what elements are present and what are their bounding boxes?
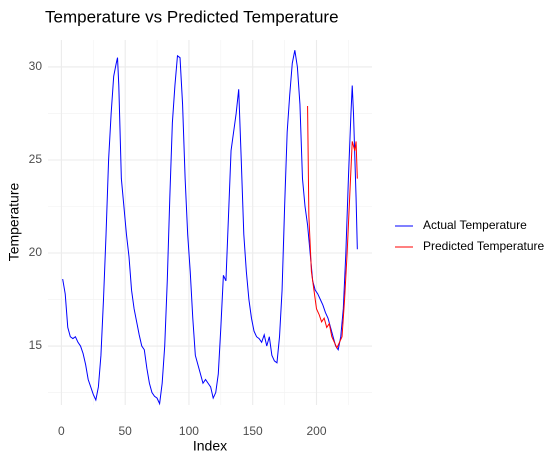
y-tick-label: 15 bbox=[29, 338, 43, 352]
legend-label: Predicted Temperature bbox=[423, 239, 545, 253]
line bbox=[307, 106, 358, 350]
line bbox=[62, 50, 358, 406]
x-tick-label: 150 bbox=[243, 424, 263, 438]
x-tick-label: 50 bbox=[118, 424, 132, 438]
y-tick-label: 25 bbox=[29, 152, 43, 166]
legend-label: Actual Temperature bbox=[423, 218, 527, 232]
y-axis-title: Temperature bbox=[6, 182, 22, 261]
chart-title: Temperature vs Predicted Temperature bbox=[45, 7, 339, 26]
x-tick-label: 0 bbox=[58, 424, 65, 438]
x-axis-title: Index bbox=[193, 438, 227, 454]
y-tick-label: 20 bbox=[29, 245, 43, 259]
x-tick-label: 200 bbox=[306, 424, 326, 438]
x-tick-label: 100 bbox=[179, 424, 199, 438]
y-tick-label: 30 bbox=[29, 59, 43, 73]
